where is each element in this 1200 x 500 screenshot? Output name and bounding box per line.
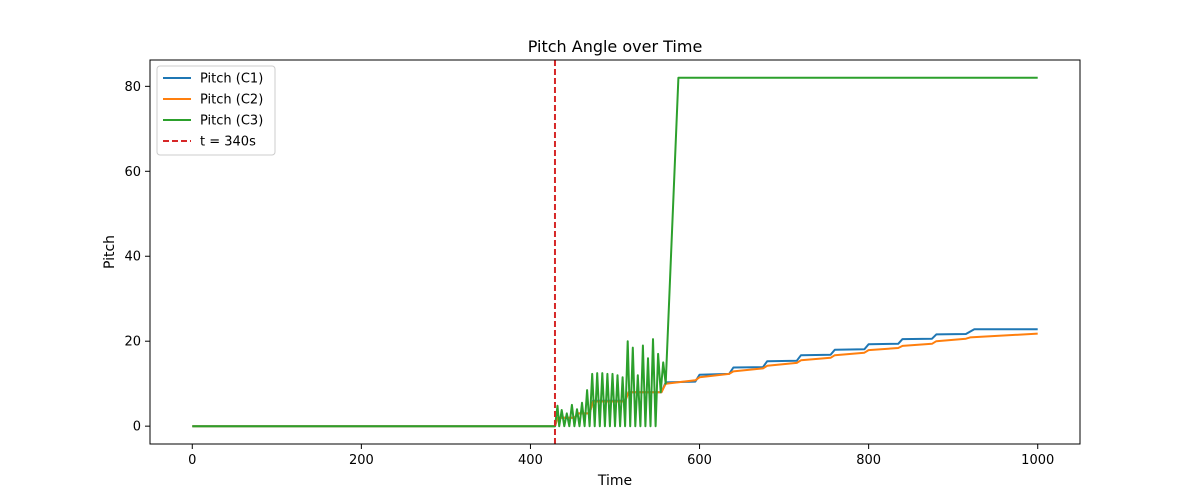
legend-label: Pitch (C1) xyxy=(200,72,263,87)
x-axis: 0 200 400 600 800 1000 xyxy=(188,444,1054,468)
y-tick-label: 80 xyxy=(124,80,141,95)
x-tick-label: 400 xyxy=(518,453,543,468)
y-tick-label: 0 xyxy=(133,420,141,435)
legend-label: Pitch (C3) xyxy=(200,114,263,129)
x-tick-label: 0 xyxy=(188,453,196,468)
y-axis-label: Pitch xyxy=(102,235,118,269)
legend-label: t = 340s xyxy=(200,135,256,150)
plot-area xyxy=(192,60,1038,444)
x-axis-label: Time xyxy=(597,473,632,489)
legend: Pitch (C1) Pitch (C2) Pitch (C3) t = 340s xyxy=(156,65,276,156)
x-tick-label: 800 xyxy=(856,453,881,468)
y-tick-label: 40 xyxy=(124,250,141,265)
x-tick-label: 600 xyxy=(687,453,712,468)
y-tick-label: 20 xyxy=(124,335,141,350)
x-tick-label: 1000 xyxy=(1021,453,1054,468)
y-axis: 0 20 40 60 80 xyxy=(124,80,150,435)
axes-frame xyxy=(149,59,1081,445)
x-tick-label: 200 xyxy=(349,453,374,468)
chart-title: Pitch Angle over Time xyxy=(528,37,703,56)
series-line-c3 xyxy=(192,76,1038,428)
y-tick-label: 60 xyxy=(124,165,141,180)
legend-box xyxy=(156,65,276,156)
legend-label: Pitch (C2) xyxy=(200,93,263,108)
